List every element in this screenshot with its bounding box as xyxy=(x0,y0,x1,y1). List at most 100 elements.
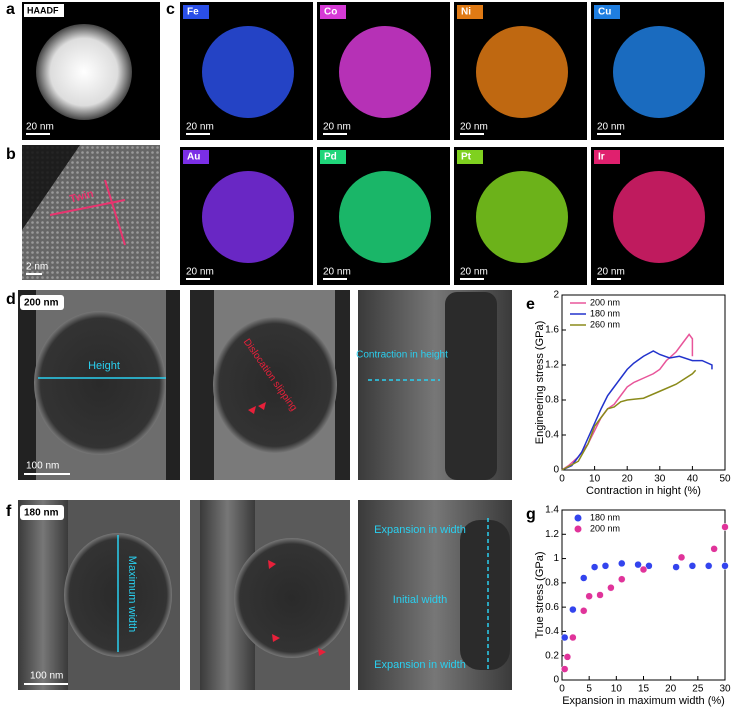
panel-label: g xyxy=(526,506,536,523)
scale-label: 20 nm xyxy=(186,267,214,278)
x-tick-label: 50 xyxy=(719,474,731,485)
point xyxy=(607,583,615,592)
panel-label: b xyxy=(6,146,16,163)
y-tick-label: 0.6 xyxy=(545,602,559,613)
y-axis-label: Engineering stress (GPa) xyxy=(534,321,546,445)
y-tick-label: 0.2 xyxy=(545,650,559,661)
point xyxy=(579,574,588,582)
y-tick-label: 1 xyxy=(553,553,559,564)
particle-map xyxy=(202,171,294,263)
point xyxy=(560,633,569,642)
indenter xyxy=(18,290,36,480)
x-tick-label: 40 xyxy=(687,474,699,485)
element-box xyxy=(457,5,483,19)
expansion-label: Expansion in width xyxy=(374,659,466,671)
element-box xyxy=(320,150,346,164)
particle xyxy=(460,520,510,670)
scale-label: 100 nm xyxy=(26,461,59,472)
element-label: Pt xyxy=(461,152,472,163)
particle-map xyxy=(476,171,568,263)
particle-map xyxy=(476,26,568,118)
point xyxy=(704,562,713,570)
point xyxy=(579,607,588,615)
initial-width-label: Initial width xyxy=(393,594,447,606)
point xyxy=(569,633,577,642)
y-tick-label: 0 xyxy=(553,675,559,686)
particle xyxy=(36,24,132,120)
max-width-label: Maximum width xyxy=(126,556,138,632)
x-tick-label: 30 xyxy=(719,684,731,695)
vacuum xyxy=(22,145,80,230)
panel-label: e xyxy=(526,296,535,313)
y-tick-label: 0 xyxy=(553,465,559,476)
y-tick-label: 2 xyxy=(553,290,559,301)
element-label: Ir xyxy=(598,152,605,163)
scale-label: 20 nm xyxy=(460,267,488,278)
point xyxy=(639,565,648,574)
particle xyxy=(445,292,497,480)
point xyxy=(560,665,569,673)
series-line xyxy=(561,369,697,471)
x-tick-label: 15 xyxy=(638,684,650,695)
legend-label: 260 nm xyxy=(590,319,620,329)
point xyxy=(618,559,626,568)
particle-map xyxy=(202,26,294,118)
point xyxy=(721,562,729,570)
scale-label: 20 nm xyxy=(26,122,54,133)
element-box xyxy=(320,5,346,19)
y-axis-label: True stress (GPa) xyxy=(534,552,546,639)
y-tick-label: 0.8 xyxy=(545,577,559,588)
indenter xyxy=(190,290,214,480)
label-box xyxy=(20,295,64,310)
scale-label: 20 nm xyxy=(597,267,625,278)
point xyxy=(634,560,642,569)
point xyxy=(672,563,680,571)
panel-label: d xyxy=(6,291,16,308)
point xyxy=(596,591,604,599)
substrate xyxy=(166,290,180,480)
element-label: Pd xyxy=(324,152,337,163)
particle xyxy=(213,317,337,453)
x-axis-label: Expansion in maximum width (%) xyxy=(562,695,725,707)
twin-line xyxy=(104,179,126,246)
scale-label: 2 nm xyxy=(26,262,48,273)
particle-map xyxy=(613,26,705,118)
element-label: Cu xyxy=(598,7,611,18)
legend-label: 200 nm xyxy=(590,523,620,533)
arrows xyxy=(248,402,266,414)
particle xyxy=(34,311,166,455)
indenter xyxy=(18,500,68,690)
element-label: Co xyxy=(324,7,337,18)
element-box xyxy=(594,5,620,19)
legend-swatch xyxy=(574,525,582,533)
point xyxy=(563,653,572,661)
particle-map xyxy=(339,171,431,263)
substrate xyxy=(335,290,350,480)
x-tick-label: 30 xyxy=(654,474,666,485)
x-tick-label: 0 xyxy=(559,684,565,695)
scale-label: 20 nm xyxy=(460,122,488,133)
scale-label: 20 nm xyxy=(597,122,625,133)
particle-map xyxy=(339,26,431,118)
y-tick-label: 1.4 xyxy=(545,505,559,516)
y-tick-label: 1.2 xyxy=(545,529,559,540)
element-box xyxy=(457,150,483,164)
size-tag: 180 nm xyxy=(24,508,59,519)
panel-label: c xyxy=(166,1,175,18)
x-tick-label: 20 xyxy=(622,474,634,485)
x-tick-label: 0 xyxy=(559,474,565,485)
element-label: Au xyxy=(187,152,200,163)
x-tick-label: 10 xyxy=(611,684,623,695)
panel-label: a xyxy=(6,1,15,18)
legend-label: 180 nm xyxy=(590,308,620,318)
panel-label: f xyxy=(6,503,12,520)
x-tick-label: 10 xyxy=(589,474,601,485)
y-tick-label: 0.8 xyxy=(545,395,559,406)
y-tick-label: 0.4 xyxy=(545,430,559,441)
legend-label: 200 nm xyxy=(590,297,620,307)
scale-label: 20 nm xyxy=(323,122,351,133)
expansion-label: Expansion in width xyxy=(374,524,466,536)
y-tick-label: 1.6 xyxy=(545,325,559,336)
element-box xyxy=(183,150,209,164)
